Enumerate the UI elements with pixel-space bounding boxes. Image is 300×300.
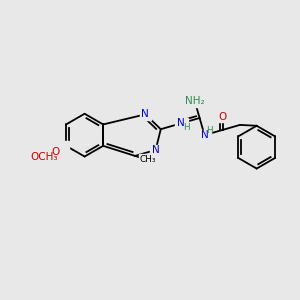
- Bar: [50, 147, 61, 156]
- Bar: [175, 118, 188, 129]
- Text: H: H: [183, 123, 190, 132]
- Bar: [140, 109, 151, 120]
- Text: OCH₃: OCH₃: [31, 152, 58, 163]
- Bar: [33, 152, 58, 164]
- Text: N: N: [152, 145, 160, 155]
- Text: NH₂: NH₂: [185, 96, 205, 106]
- Bar: [185, 94, 204, 107]
- Bar: [218, 111, 228, 122]
- Text: N: N: [201, 130, 208, 140]
- Bar: [60, 141, 69, 151]
- Text: O: O: [52, 147, 60, 157]
- Text: N: N: [142, 110, 149, 119]
- Bar: [35, 152, 56, 163]
- Bar: [198, 130, 211, 140]
- Text: O: O: [219, 112, 227, 122]
- Bar: [150, 145, 161, 155]
- Text: N: N: [178, 118, 185, 128]
- Text: CH₃: CH₃: [139, 155, 156, 164]
- Text: H: H: [207, 126, 213, 135]
- Bar: [139, 154, 156, 165]
